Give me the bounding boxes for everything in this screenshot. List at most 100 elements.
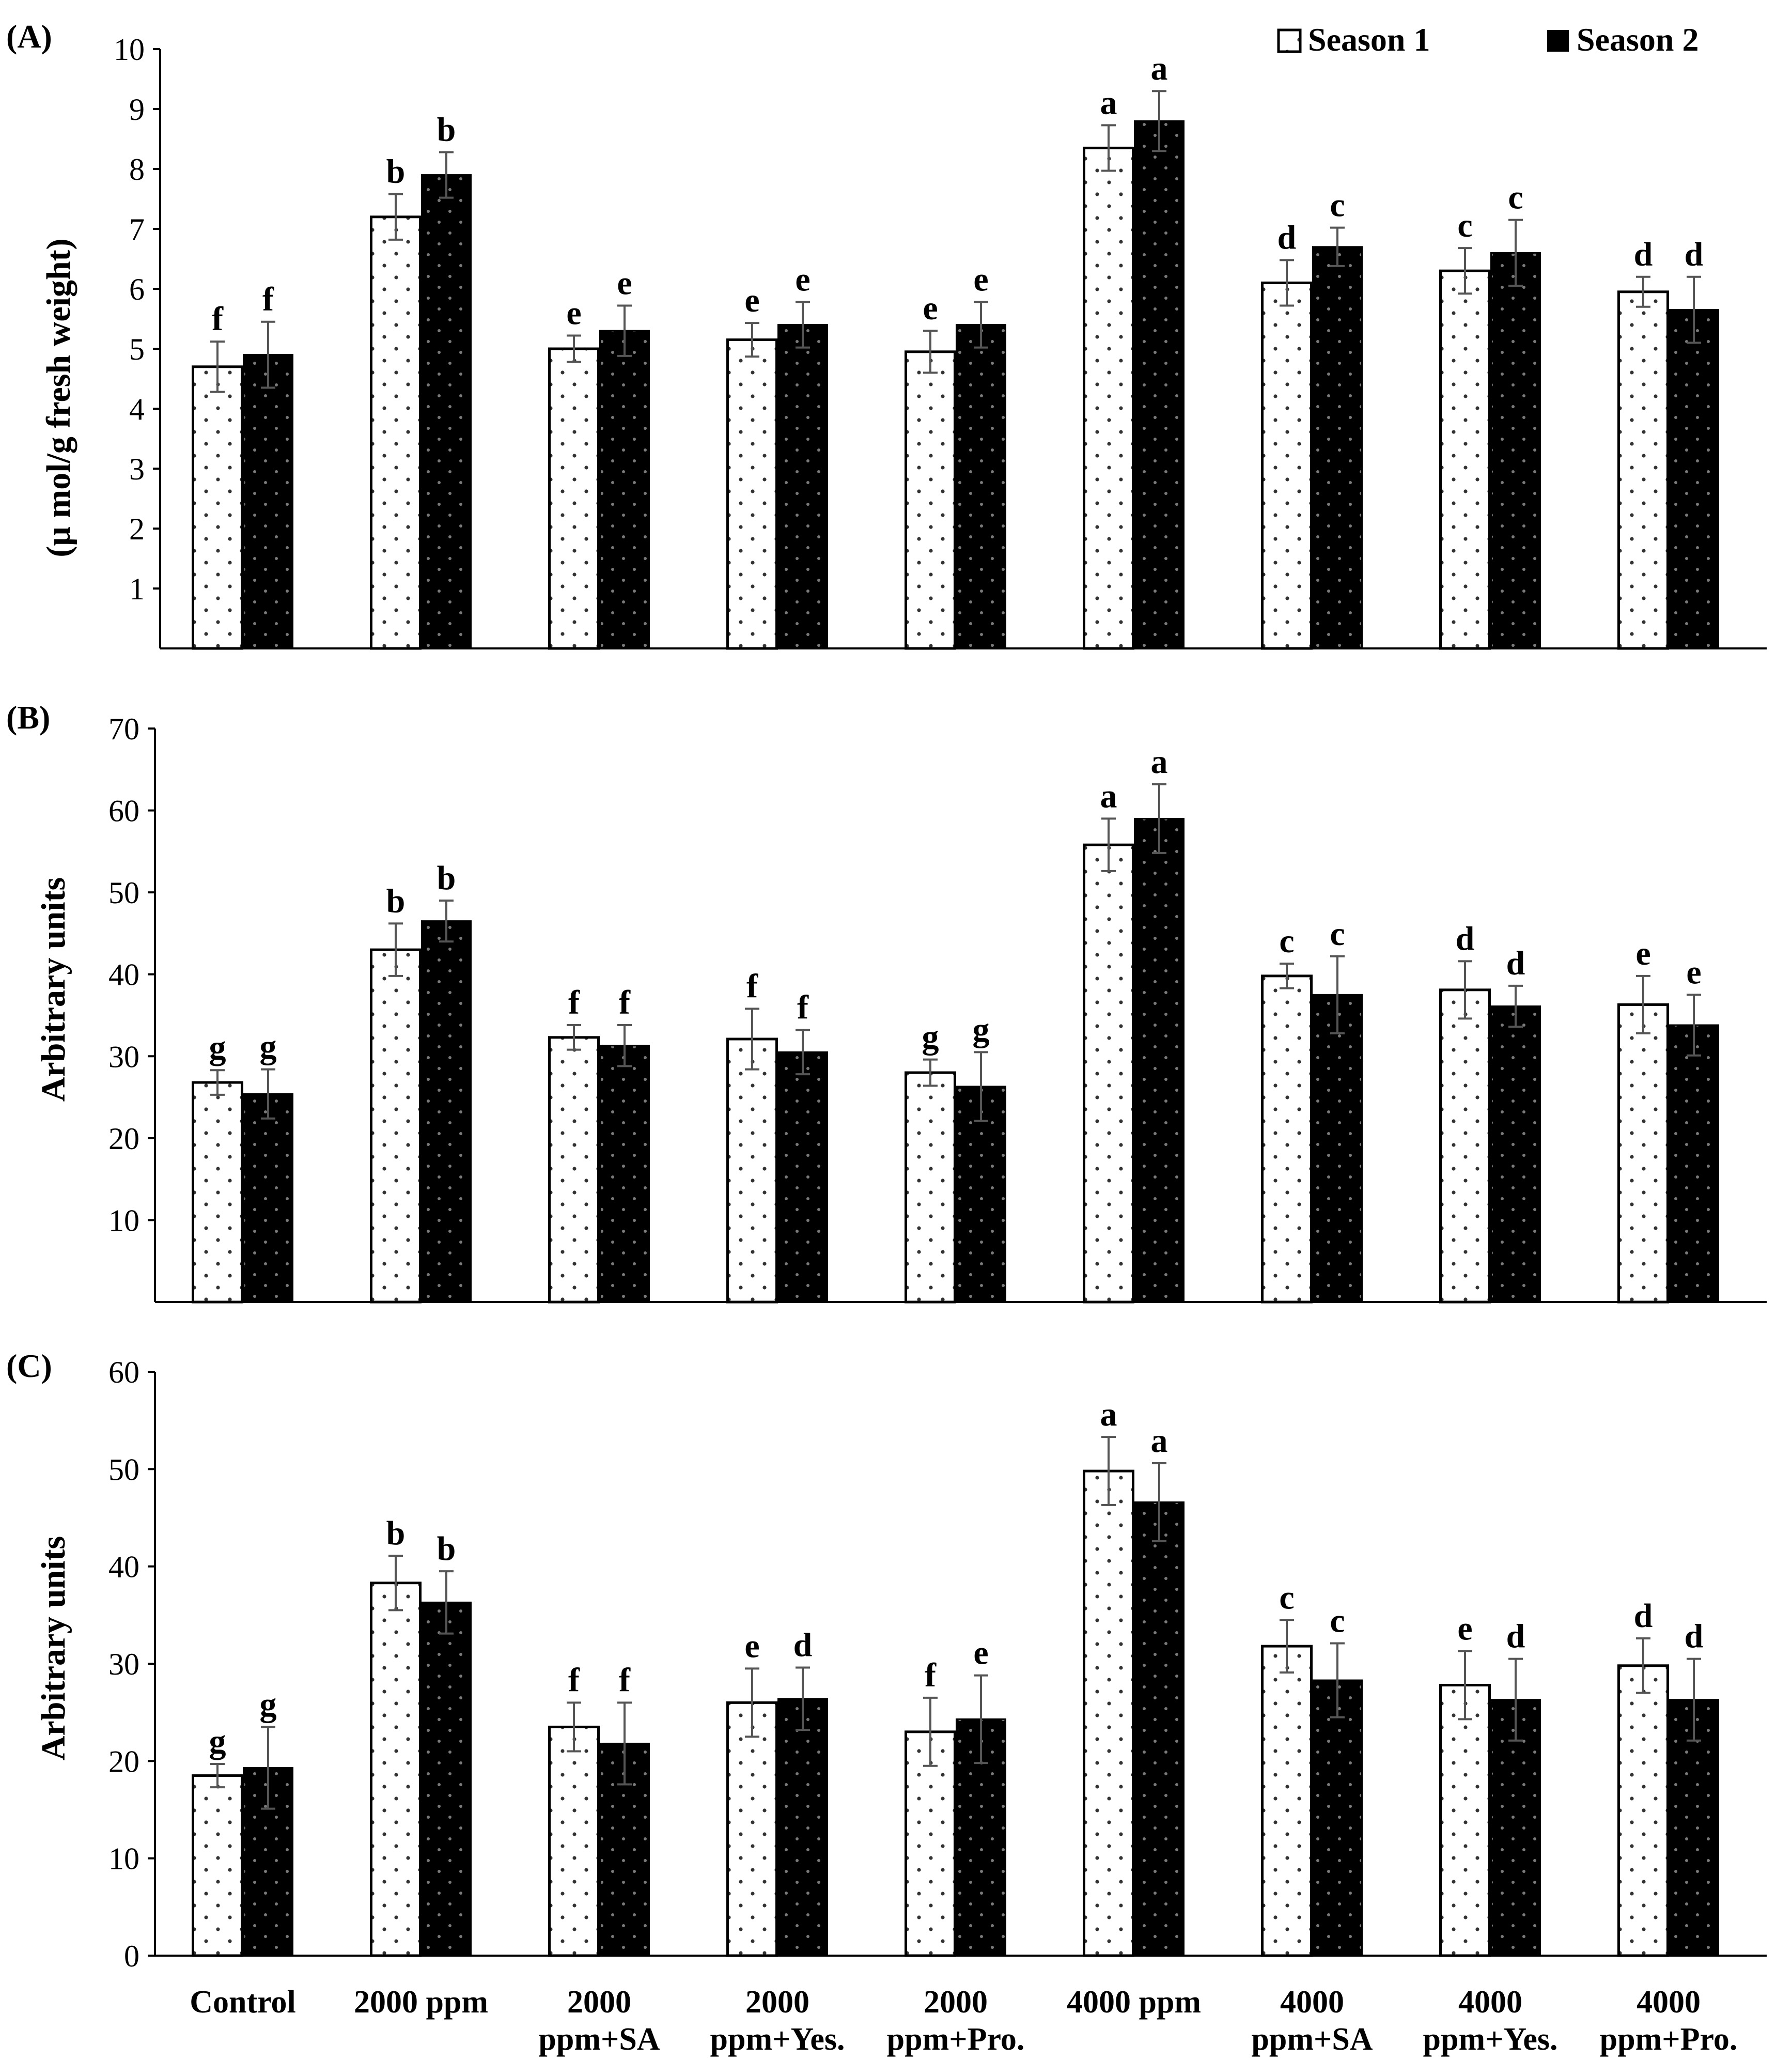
significance-letter: f [212,300,224,338]
category-label: 4000 ppm+SA [1251,1985,1373,2057]
y-tick-label: 1 [129,572,145,606]
y-tick-label: 70 [108,712,139,746]
bar-season2 [777,1698,828,1957]
bar-season1 [192,365,243,650]
bar-season1 [1261,974,1313,1304]
panel-b-plot: 10 20 30 40 50 60 70 g b f f g a c d e g b f f g a c d e [108,712,1767,1304]
category-label: 2000 ppm+Pro. [887,1985,1025,2057]
bar-season2 [1669,1024,1719,1303]
bar-season1 [726,1701,778,1957]
bar-season1 [1617,290,1669,650]
bar-season2 [599,1045,650,1303]
bar-season1 [548,1036,600,1304]
y-tick-label: 10 [108,1203,139,1237]
bar-season1 [905,350,956,650]
y-tick-label: 20 [108,1122,139,1156]
significance-letter: c [1330,187,1345,224]
bar-season2 [1312,1679,1363,1957]
significance-letter: e [973,261,988,299]
bar-season2 [1134,817,1185,1303]
bar-season1 [192,1774,243,1957]
bar-season1 [726,1037,778,1304]
significance-letter: g [973,1011,990,1048]
bar-season2 [1312,994,1363,1303]
y-tick-label: 30 [108,1040,139,1074]
bar-season2 [1669,309,1719,649]
significance-letter: c [1279,922,1294,960]
legend: Season 1 Season 2 [1277,21,1699,58]
bar-season1 [192,1081,243,1304]
y-tick-label: 9 [129,92,145,127]
significance-letter: c [1330,1602,1345,1639]
significance-letter: c [1330,915,1345,953]
legend-label-season2: Season 2 [1577,21,1699,58]
significance-letter: a [1151,1422,1168,1460]
significance-letter: a [1151,743,1168,781]
significance-letter: f [568,1661,580,1699]
significance-letter: g [260,1685,277,1723]
significance-letter: d [1634,1597,1653,1635]
bar-season2 [421,1601,472,1957]
y-tick-label: 10 [114,33,145,67]
bar-season2 [599,330,650,649]
bar-season2 [777,1051,828,1303]
significance-letter: f [797,989,809,1027]
significance-letter: c [1508,179,1523,216]
category-label: 4000 ppm+Pro. [1600,1985,1738,2057]
legend-label-season1: Season 1 [1308,21,1430,58]
bar-season2 [421,920,472,1303]
y-tick-label: 4 [129,392,145,426]
category-label: 2000 ppm [354,1985,488,2020]
y-tick-label: 0 [124,1939,139,1973]
category-label: 2000 ppm+SA [538,1985,660,2057]
significance-letter: g [209,1723,226,1760]
panel-b-ylabel: Arbitrary units [35,877,72,1102]
bar-season2 [243,1093,293,1303]
bar-season2 [599,1742,650,1957]
bar-season2 [956,1086,1006,1303]
y-tick-label: 40 [108,958,139,992]
bar-season1 [726,338,778,650]
bar-season2 [1134,120,1185,649]
bar-season2 [956,324,1006,649]
significance-letter: f [568,984,580,1021]
significance-letter: a [1100,777,1117,815]
significance-letter: f [925,1656,937,1694]
significance-letter: d [1506,944,1525,982]
panel-c-ylabel: Arbitrary units [35,1536,72,1760]
y-tick-label: 60 [108,794,139,828]
significance-letter: d [1685,236,1704,273]
bar-season2 [1312,246,1363,649]
significance-letter: a [1100,84,1117,121]
bar-season1 [1439,988,1491,1304]
bar-season1 [1617,1664,1669,1957]
bar-season2 [421,174,472,649]
y-tick-label: 3 [129,452,145,486]
bar-season2 [1134,1501,1185,1957]
significance-letter: g [209,1029,226,1066]
bar-season1 [1261,281,1313,650]
significance-letter: b [386,153,406,191]
bar-season2 [1490,1005,1541,1303]
significance-letter: e [1457,1610,1472,1648]
significance-letter: b [386,882,406,920]
significance-letter: b [437,859,456,897]
significance-letter: e [566,294,581,332]
bar-season2 [1669,1699,1719,1957]
significance-letter: a [1151,50,1168,87]
legend-swatch-season2 [1547,30,1569,52]
bar-season1 [548,1725,600,1957]
bar-season1 [1617,1003,1669,1304]
significance-letter: f [619,984,631,1021]
bar-season2 [1490,252,1541,649]
category-label: Control [190,1985,296,2020]
bar-season1 [370,948,422,1304]
bar-season1 [370,215,422,650]
y-tick-label: 20 [108,1744,139,1778]
significance-letter: f [262,281,274,318]
y-tick-label: 10 [108,1842,139,1876]
significance-letter: b [437,111,456,149]
